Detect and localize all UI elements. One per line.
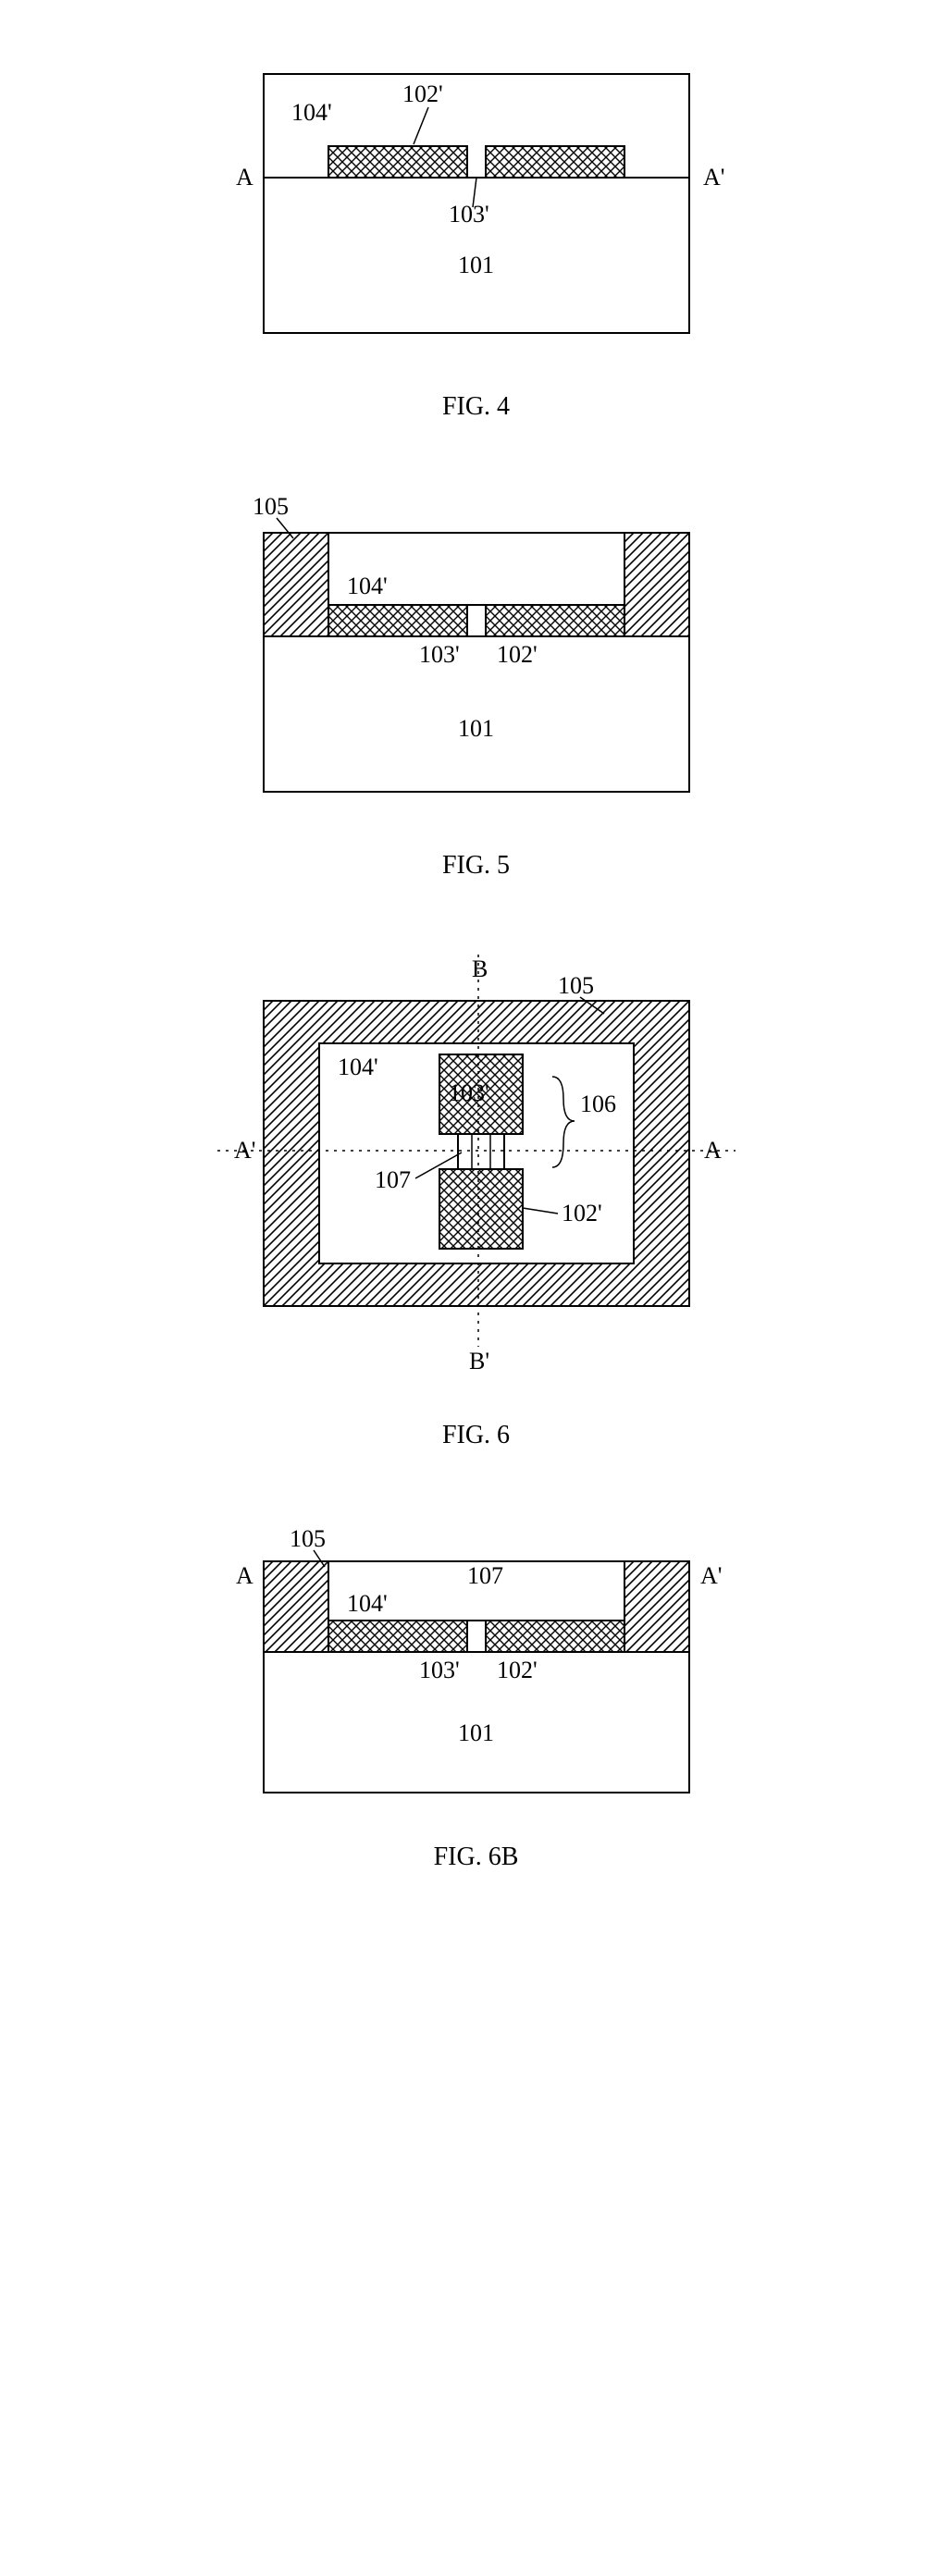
pillar-105-left xyxy=(264,533,328,636)
pillar-105-right xyxy=(624,533,689,636)
fig6-svg: B B' A' A 105 104' 103' 106 107 102' xyxy=(180,936,773,1399)
gap-103 xyxy=(458,1134,504,1169)
label-105: 105 xyxy=(290,1525,326,1552)
pillar-105-right xyxy=(624,1561,689,1652)
fig5-caption: FIG. 5 xyxy=(442,851,510,881)
layer-102-left xyxy=(328,605,467,636)
leader-102 xyxy=(414,107,428,144)
label-104: 104' xyxy=(338,1054,378,1080)
figure-6b: 105 A A' 104' 107 103' 102' 101 FIG. 6B xyxy=(180,1506,773,1872)
fig4-caption: FIG. 4 xyxy=(442,392,510,422)
label-104: 104' xyxy=(347,573,388,599)
label-101: 101 xyxy=(458,1719,494,1746)
label-105: 105 xyxy=(253,493,289,520)
label-102: 102' xyxy=(497,641,538,668)
label-106: 106 xyxy=(580,1091,616,1117)
layer-102-right xyxy=(486,146,624,178)
label-103: 103' xyxy=(449,1079,489,1106)
layer-102-left xyxy=(328,146,467,178)
label-102: 102' xyxy=(402,80,443,107)
label-A-left: A xyxy=(236,164,253,191)
label-101: 101 xyxy=(458,715,494,742)
figure-4: A A' 104' 102' 103' 101 FIG. 4 xyxy=(180,37,773,422)
label-107: 107 xyxy=(375,1166,411,1193)
label-B-bot: B' xyxy=(469,1348,489,1374)
figure-6: B B' A' A 105 104' 103' 106 107 102' FIG… xyxy=(180,936,773,1450)
pillar-105-left xyxy=(264,1561,328,1652)
fig6b-caption: FIG. 6B xyxy=(434,1843,519,1872)
label-103: 103' xyxy=(419,1657,460,1683)
layer-102-left xyxy=(328,1621,467,1652)
label-A-right: A' xyxy=(703,164,724,191)
label-102: 102' xyxy=(497,1657,538,1683)
label-A-left: A xyxy=(236,1562,253,1589)
label-107: 107 xyxy=(467,1562,503,1589)
fig4-svg: A A' 104' 102' 103' 101 xyxy=(180,37,773,370)
label-B-top: B xyxy=(472,955,488,982)
label-103: 103' xyxy=(419,641,460,668)
fig6-caption: FIG. 6 xyxy=(442,1421,510,1450)
label-103: 103' xyxy=(449,201,489,228)
label-A-right: A' xyxy=(700,1562,722,1589)
pad-102-bot xyxy=(439,1169,523,1249)
label-A-left: A' xyxy=(234,1137,255,1164)
label-104: 104' xyxy=(291,99,332,126)
label-102: 102' xyxy=(562,1200,602,1226)
layer-102-right xyxy=(486,1621,624,1652)
layer-102-right xyxy=(486,605,624,636)
label-104: 104' xyxy=(347,1590,388,1617)
label-105: 105 xyxy=(558,972,594,999)
figure-5: 105 104' 103' 102' 101 FIG. 5 xyxy=(180,477,773,881)
fig5-svg: 105 104' 103' 102' 101 xyxy=(180,477,773,829)
label-101: 101 xyxy=(458,252,494,278)
label-A-right: A xyxy=(704,1137,722,1164)
fig6b-svg: 105 A A' 104' 107 103' 102' 101 xyxy=(180,1506,773,1820)
